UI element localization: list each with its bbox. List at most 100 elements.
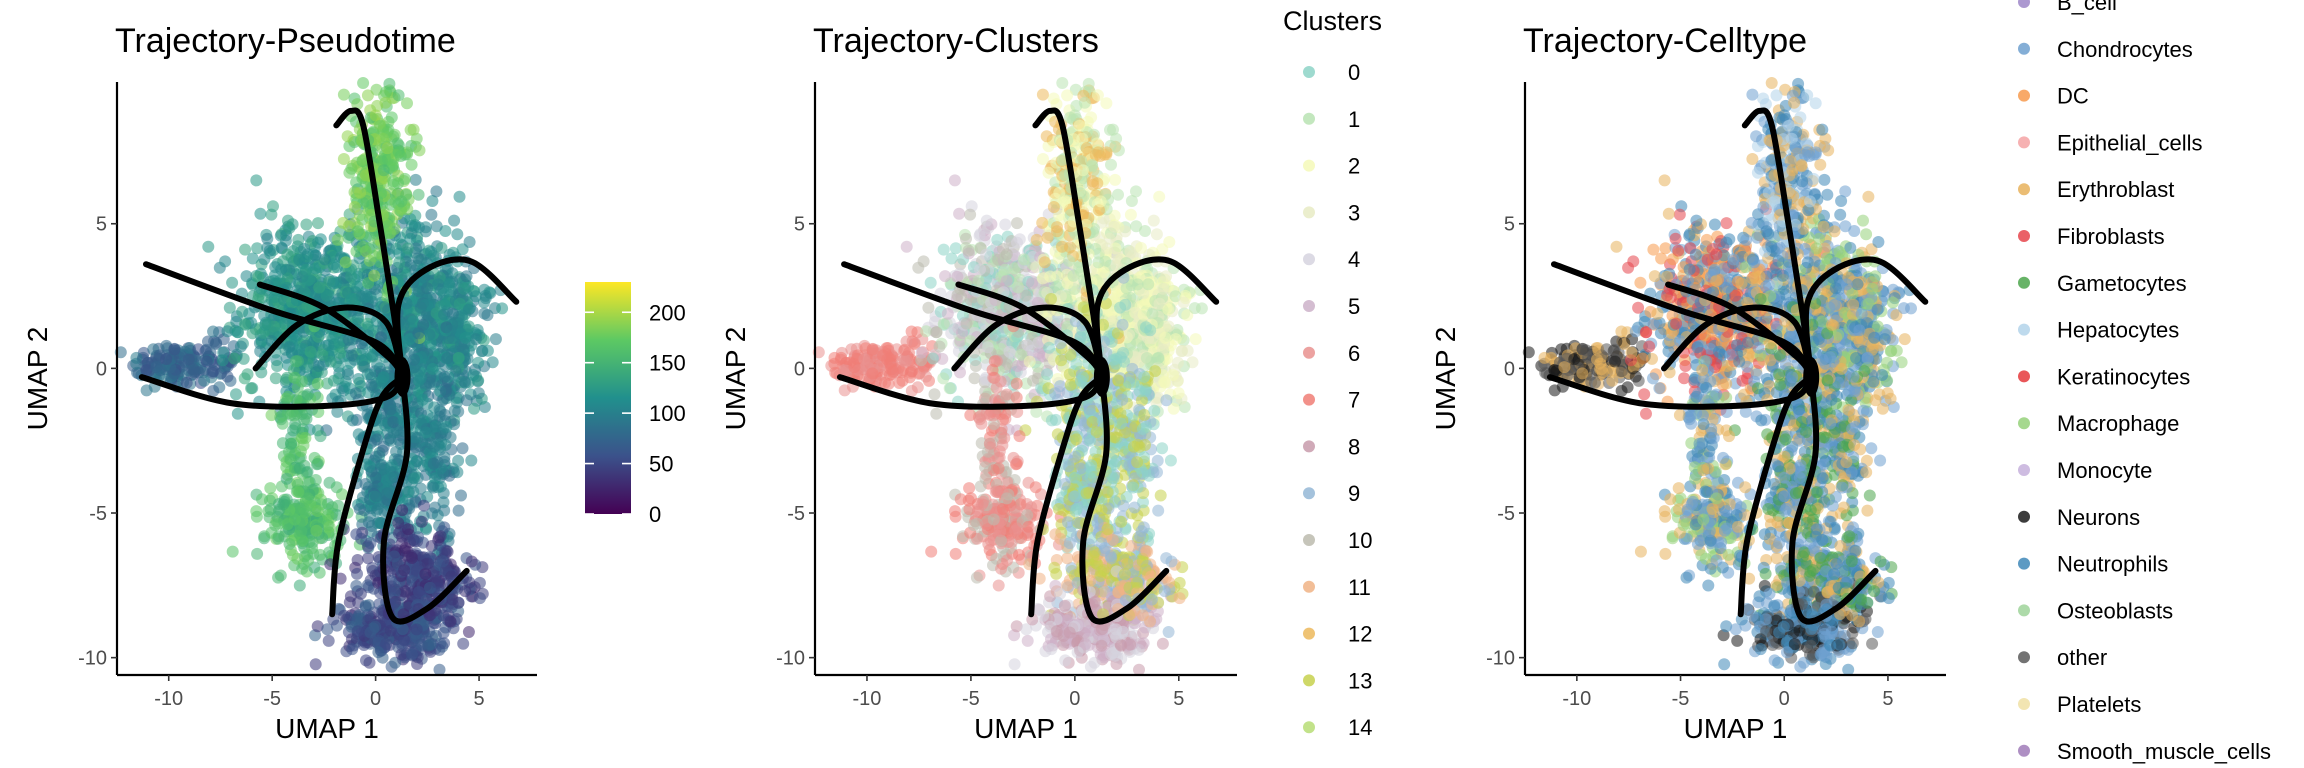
trajectory-hub: [394, 357, 411, 398]
y-axis-title: UMAP 2: [22, 327, 53, 431]
data-point: [252, 270, 265, 283]
colorbar-label: 200: [649, 300, 686, 325]
data-point: [338, 609, 351, 622]
data-point: [473, 592, 486, 605]
data-point: [217, 346, 230, 359]
data-point: [278, 495, 291, 508]
data-point: [1105, 158, 1117, 171]
data-point: [439, 385, 452, 398]
data-point: [1140, 352, 1153, 364]
data-point: [300, 218, 313, 231]
data-point: [246, 327, 259, 340]
data-point: [968, 372, 981, 385]
data-point: [1013, 233, 1026, 246]
data-point: [359, 599, 372, 612]
data-point: [401, 97, 413, 110]
colorbar-bar: [585, 282, 631, 514]
data-point: [1092, 256, 1105, 269]
data-point: [991, 233, 1004, 246]
data-point: [318, 253, 331, 266]
data-point: [438, 637, 451, 650]
data-point: [408, 353, 420, 366]
data-point: [1017, 253, 1030, 266]
data-point: [992, 253, 1005, 266]
data-point: [462, 320, 475, 333]
data-point: [360, 654, 372, 667]
data-point: [342, 231, 355, 244]
data-point: [168, 343, 181, 356]
data-point: [320, 289, 333, 302]
data-point: [920, 325, 933, 338]
data-point: [409, 209, 422, 222]
data-point: [337, 216, 350, 229]
data-point: [441, 352, 454, 364]
data-point: [254, 207, 267, 220]
data-point: [1003, 345, 1016, 358]
data-point: [323, 520, 336, 533]
data-point: [283, 341, 295, 354]
data-point: [334, 347, 347, 359]
data-point: [288, 513, 301, 526]
data-point: [363, 460, 376, 473]
data-point: [361, 89, 374, 102]
data-point: [309, 262, 322, 275]
data-point: [280, 461, 293, 474]
data-point: [437, 609, 450, 622]
data-point: [460, 270, 473, 283]
data-point: [421, 282, 434, 295]
data-point: [459, 331, 472, 344]
data-point: [202, 240, 215, 253]
data-point: [301, 274, 314, 287]
data-point: [371, 502, 384, 515]
data-point: [928, 388, 941, 401]
data-point: [848, 361, 861, 374]
data-point: [351, 625, 364, 638]
data-point: [980, 214, 993, 227]
data-point: [1124, 208, 1137, 221]
data-point: [351, 567, 363, 580]
data-point: [374, 119, 387, 132]
data-point: [415, 417, 428, 430]
data-point: [1120, 282, 1133, 295]
data-point: [439, 439, 452, 451]
data-point: [275, 263, 288, 276]
data-point: [250, 510, 263, 523]
data-point: [886, 366, 899, 379]
data-point: [331, 405, 344, 418]
panel-title: Trajectory-Clusters: [813, 22, 1099, 60]
data-point: [1131, 278, 1144, 291]
data-point: [455, 489, 467, 502]
data-point: [365, 378, 378, 391]
data-point: [182, 353, 195, 366]
data-point: [473, 576, 486, 589]
data-point: [310, 524, 323, 537]
data-point: [1159, 331, 1172, 344]
data-point: [1109, 173, 1122, 186]
colorbar-label: 0: [649, 502, 661, 527]
data-point: [348, 201, 361, 213]
data-point: [421, 557, 434, 570]
data-point: [1101, 242, 1114, 255]
data-point: [962, 244, 975, 257]
data-point: [489, 333, 502, 346]
data-point: [434, 530, 447, 543]
x-tick-label: 5: [474, 688, 485, 710]
data-point: [372, 646, 385, 659]
data-point: [346, 414, 359, 427]
data-point: [251, 547, 264, 560]
data-point: [1152, 351, 1165, 364]
data-point: [496, 302, 509, 315]
data-point: [306, 536, 319, 549]
data-point: [879, 376, 891, 389]
data-point: [926, 352, 939, 365]
data-point: [1177, 296, 1190, 309]
data-point: [425, 208, 438, 221]
data-point: [263, 244, 276, 257]
data-point: [866, 343, 879, 356]
data-point: [228, 352, 241, 365]
data-point: [363, 254, 376, 267]
data-point: [964, 208, 977, 221]
data-point: [924, 276, 937, 289]
data-point: [333, 336, 346, 349]
